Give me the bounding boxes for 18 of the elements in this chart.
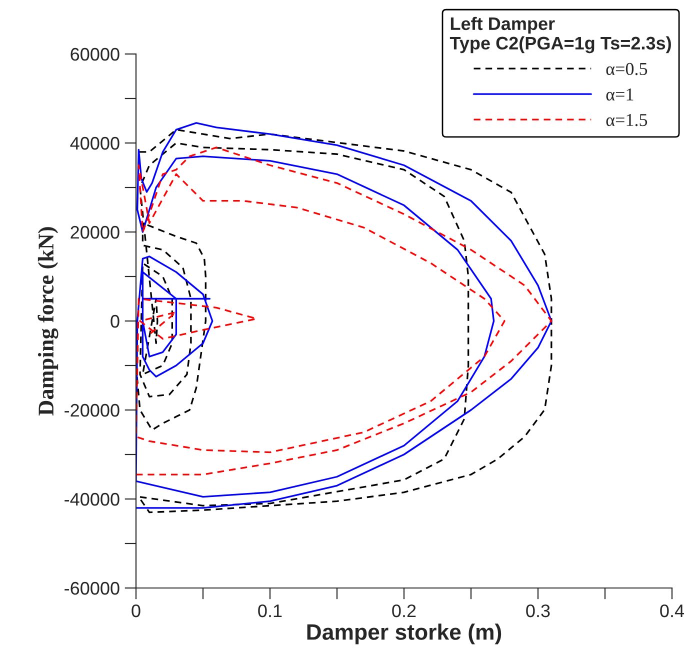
x-axis-title: Damper storke (m) bbox=[307, 624, 502, 644]
y-tick-label: -40000 bbox=[64, 492, 120, 506]
y-tick-label: -60000 bbox=[64, 582, 120, 595]
x-tick-label: 0 bbox=[132, 604, 140, 618]
y-tick-label: 40000 bbox=[70, 136, 120, 150]
y-axis-title: Damping force (kN) bbox=[38, 227, 58, 416]
y-tick-label: 0 bbox=[110, 314, 120, 328]
legend-title: Left Damper Type C2(PGA=1g Ts=2.3s) bbox=[450, 16, 671, 54]
x-tick-label: 0.3 bbox=[526, 604, 550, 618]
x-tick-label: 0.2 bbox=[392, 604, 416, 618]
text: α=1 bbox=[606, 88, 634, 101]
y-tick-label: 60000 bbox=[70, 48, 120, 61]
text: α=0.5 bbox=[606, 62, 648, 76]
y-tick-label: -20000 bbox=[64, 404, 120, 417]
x-tick-label: 0.4 bbox=[660, 604, 684, 618]
y-tick-label: 20000 bbox=[70, 226, 120, 239]
text: α=1.5 bbox=[606, 114, 648, 126]
x-tick-label: 0.1 bbox=[258, 604, 282, 618]
